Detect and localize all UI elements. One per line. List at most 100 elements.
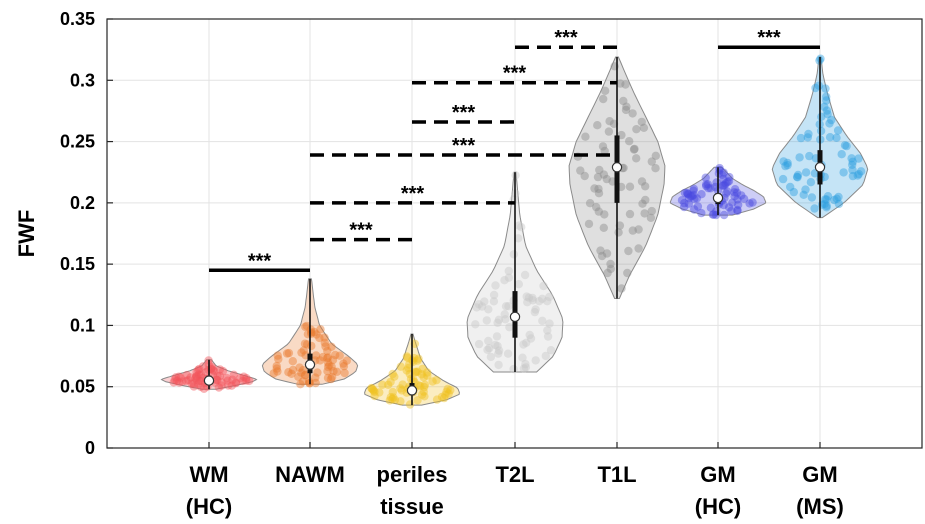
data-point bbox=[605, 117, 613, 125]
data-point bbox=[603, 269, 611, 277]
y-tick-label: 0.05 bbox=[60, 377, 95, 397]
y-tick-label: 0.2 bbox=[70, 193, 95, 213]
data-point bbox=[515, 221, 523, 229]
data-point bbox=[581, 172, 589, 180]
data-point bbox=[811, 84, 819, 92]
significance-label: *** bbox=[503, 63, 527, 85]
data-point bbox=[370, 388, 378, 396]
data-point bbox=[626, 183, 634, 191]
data-point bbox=[397, 363, 405, 371]
data-point bbox=[547, 346, 555, 354]
data-point bbox=[240, 373, 248, 381]
data-point bbox=[617, 284, 625, 292]
significance-label: *** bbox=[349, 220, 373, 242]
y-tick-label: 0.25 bbox=[60, 132, 95, 152]
median-marker bbox=[204, 376, 213, 385]
data-point bbox=[690, 185, 698, 193]
data-point bbox=[606, 260, 614, 268]
data-point bbox=[824, 192, 832, 200]
data-point bbox=[188, 379, 196, 387]
data-point bbox=[693, 194, 701, 202]
data-point bbox=[473, 303, 481, 311]
data-point bbox=[786, 183, 794, 191]
data-point bbox=[581, 133, 589, 141]
data-point bbox=[313, 368, 321, 376]
data-point bbox=[795, 153, 803, 161]
data-point bbox=[194, 366, 202, 374]
x-category-label-line2: (HC) bbox=[695, 494, 741, 519]
data-point bbox=[807, 178, 815, 186]
x-category-label: GM bbox=[700, 462, 735, 487]
data-point bbox=[493, 332, 501, 340]
data-point bbox=[719, 181, 727, 189]
y-tick-label: 0 bbox=[85, 438, 95, 458]
data-point bbox=[598, 252, 606, 260]
data-point bbox=[304, 330, 312, 338]
significance-label: *** bbox=[248, 250, 272, 272]
data-point bbox=[804, 133, 812, 141]
data-point bbox=[502, 302, 510, 310]
data-point bbox=[406, 400, 414, 408]
data-point bbox=[420, 383, 428, 391]
data-point bbox=[733, 206, 741, 214]
data-point bbox=[493, 342, 501, 350]
data-point bbox=[418, 370, 426, 378]
data-point bbox=[834, 193, 842, 201]
significance-label: *** bbox=[401, 183, 425, 205]
data-point bbox=[779, 175, 787, 183]
data-point bbox=[529, 296, 537, 304]
data-point bbox=[737, 191, 745, 199]
y-tick-label: 0.35 bbox=[60, 9, 95, 29]
data-point bbox=[289, 366, 297, 374]
data-point bbox=[632, 125, 640, 133]
data-point bbox=[312, 351, 320, 359]
data-point bbox=[623, 269, 631, 277]
data-point bbox=[539, 282, 547, 290]
data-point bbox=[327, 375, 335, 383]
median-marker bbox=[612, 163, 621, 172]
y-axis-title: FWF bbox=[14, 210, 39, 258]
data-point bbox=[215, 383, 223, 391]
data-point bbox=[325, 361, 333, 369]
x-category-label: GM bbox=[802, 462, 837, 487]
data-point bbox=[638, 177, 646, 185]
significance-label: *** bbox=[452, 135, 476, 157]
data-point bbox=[521, 360, 529, 368]
data-point bbox=[483, 316, 491, 324]
data-point bbox=[720, 211, 728, 219]
data-point bbox=[600, 224, 608, 232]
median-marker bbox=[815, 163, 824, 172]
significance-label: *** bbox=[757, 27, 781, 49]
data-point bbox=[222, 374, 230, 382]
x-category-label: T1L bbox=[597, 462, 636, 487]
data-point bbox=[386, 396, 394, 404]
data-point bbox=[545, 293, 553, 301]
data-point bbox=[630, 145, 638, 153]
data-point bbox=[822, 93, 830, 101]
data-point bbox=[487, 353, 495, 361]
data-point bbox=[817, 113, 825, 121]
data-point bbox=[685, 194, 693, 202]
data-point bbox=[480, 297, 488, 305]
data-point bbox=[802, 168, 810, 176]
data-point bbox=[175, 373, 183, 381]
data-point bbox=[274, 351, 282, 359]
data-point bbox=[848, 161, 856, 169]
data-point bbox=[625, 137, 633, 145]
data-point bbox=[312, 330, 320, 338]
x-category-label: NAWM bbox=[275, 462, 345, 487]
data-point bbox=[793, 173, 801, 181]
data-point bbox=[810, 204, 818, 212]
data-point bbox=[842, 142, 850, 150]
data-point bbox=[626, 210, 634, 218]
data-point bbox=[605, 127, 613, 135]
data-point bbox=[808, 193, 816, 201]
data-point bbox=[601, 87, 609, 95]
data-point bbox=[634, 244, 642, 252]
data-point bbox=[331, 351, 339, 359]
data-point bbox=[838, 150, 846, 158]
x-category-label: WM bbox=[189, 462, 228, 487]
data-point bbox=[509, 365, 517, 373]
data-point bbox=[834, 126, 842, 134]
